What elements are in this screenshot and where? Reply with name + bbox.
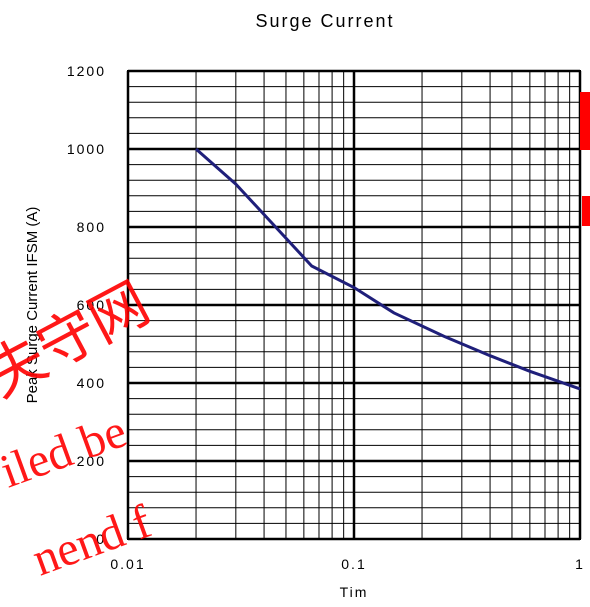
y-tick-label: 0 [96,531,106,547]
plot-frame [127,70,581,540]
watermark: 失守网 iled be nend f [0,92,590,586]
chart-title: Surge Current [255,11,394,31]
x-tick-label: 0.1 [341,556,366,572]
surge-current-series-line [195,147,581,391]
watermark-line-2: nend f [26,495,158,586]
y-tick-labels: 0 200 400 600 800 1000 1200 [67,63,106,547]
x-tick-labels: 0.01 0.1 1 [110,556,585,572]
y-tick-label: 400 [77,375,106,391]
y-axis-label: Peak Surge Current IFSM (A) [24,207,41,404]
watermark-fragment-right-mid [582,196,590,226]
x-axis-label: Tim [340,584,369,600]
watermark-line-1: iled be [0,404,133,498]
x-tick-label: 1 [575,556,585,572]
y-tick-label: 600 [77,297,106,313]
y-tick-label: 1000 [67,141,106,157]
y-tick-label: 800 [77,219,106,235]
y-tick-label: 200 [77,453,106,469]
x-tick-label: 0.01 [110,556,145,572]
y-tick-label: 1200 [67,63,106,79]
watermark-fragment-right-top [580,92,590,150]
